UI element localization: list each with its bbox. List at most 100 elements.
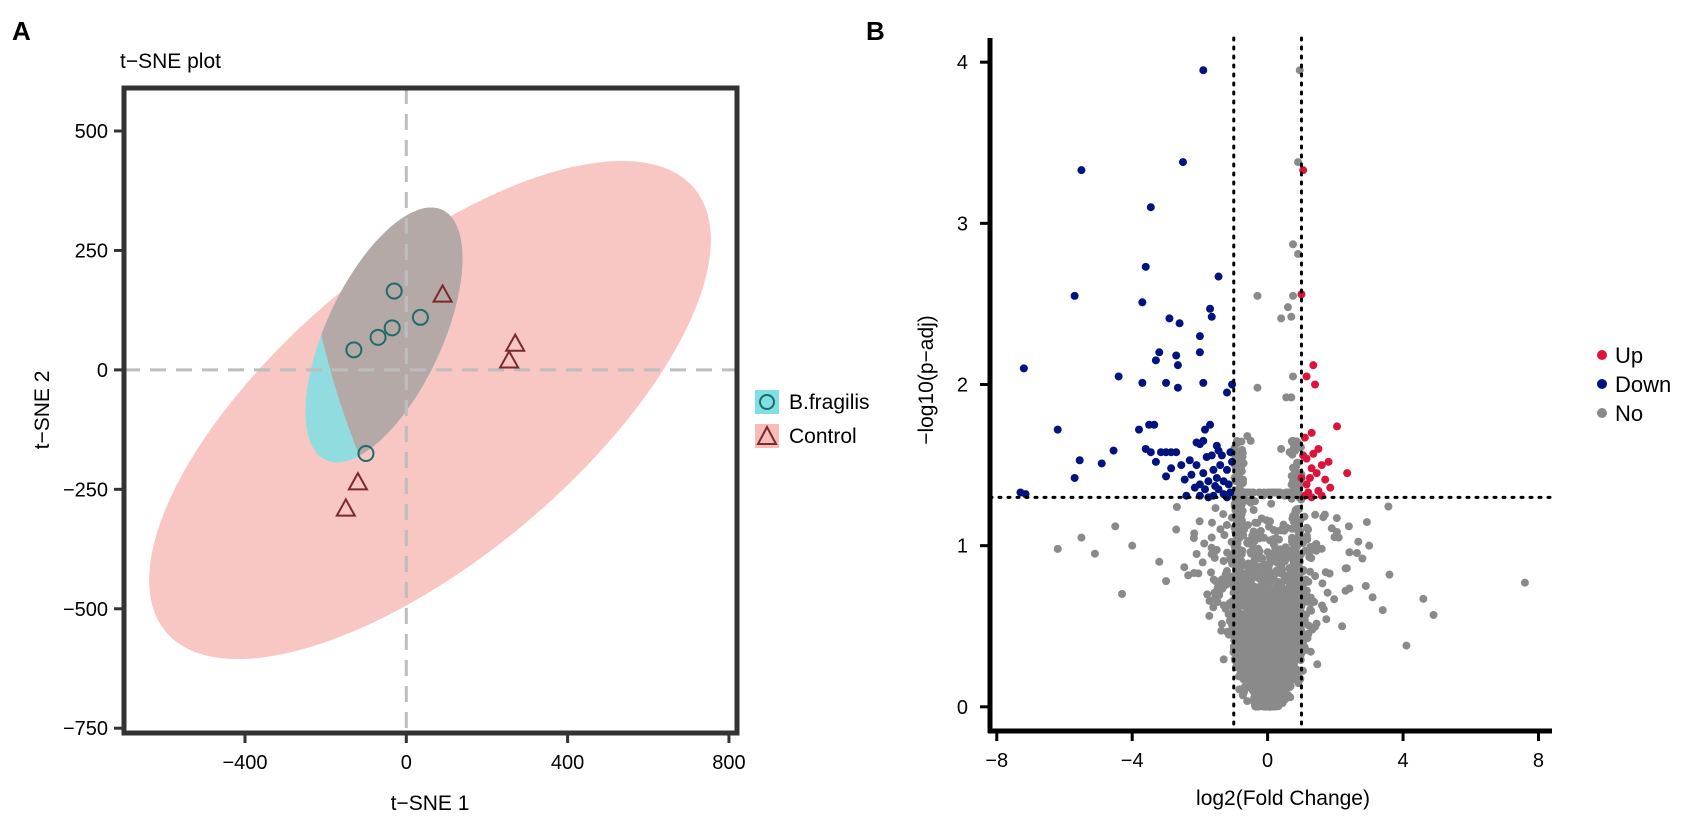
no-point [1332, 514, 1341, 523]
no-point [1242, 683, 1251, 692]
volcano-y-label: −log10(p−adj) [915, 315, 938, 445]
no-point [1281, 675, 1290, 684]
no-point [1267, 569, 1276, 578]
control-ellipse [149, 160, 711, 660]
no-point [1330, 595, 1339, 604]
no-point [1313, 660, 1322, 669]
tsne-x-ticks: −400 0 400 800 [222, 735, 746, 774]
no-point [1290, 605, 1299, 614]
tsne-y-label: t−SNE 2 [31, 371, 54, 450]
down-point [1180, 475, 1189, 484]
volcano-legend: Up Down No [1597, 343, 1671, 426]
no-point [1212, 597, 1221, 605]
no-point [1289, 463, 1297, 472]
tsne-y-ticks: 500 250 0 −250 −500 −750 [63, 121, 122, 740]
no-point [1265, 552, 1274, 561]
down-point [1192, 461, 1201, 470]
no-point [1211, 504, 1220, 513]
up-point [1307, 493, 1316, 502]
no-point [1221, 570, 1230, 579]
no-point [1402, 641, 1411, 650]
x-tick-label: −8 [985, 750, 1008, 772]
down-point [1162, 378, 1171, 387]
tsne-reference-lines [124, 88, 737, 733]
y-tick-label: 250 [75, 240, 108, 262]
no-point [1289, 524, 1298, 533]
x-tick-label: 0 [1262, 750, 1273, 772]
y-tick-label: −750 [63, 718, 108, 740]
legend-dot [1597, 408, 1607, 418]
no-point [1254, 574, 1263, 583]
up-point [1309, 449, 1318, 458]
no-point [1238, 446, 1246, 454]
no-point [1342, 564, 1351, 573]
y-tick-label: 0 [97, 360, 108, 382]
up-point [1302, 372, 1311, 381]
no-point [1222, 580, 1231, 589]
no-point [1243, 664, 1252, 673]
legend-label: Up [1615, 343, 1643, 368]
no-point [1219, 655, 1228, 664]
bfragilis-point [369, 328, 387, 346]
down-point [1077, 166, 1086, 175]
no-point [1247, 549, 1256, 558]
legend-marker [759, 394, 775, 410]
no-point [1358, 554, 1367, 563]
down-point [1150, 420, 1159, 429]
no-point [1235, 547, 1244, 556]
down-point [1204, 477, 1213, 486]
no-point [1292, 595, 1301, 604]
no-point [1219, 510, 1228, 519]
y-tick-label: 0 [957, 697, 968, 719]
up-point [1314, 444, 1323, 453]
no-point [1285, 448, 1294, 457]
down-point [1199, 378, 1208, 387]
down-point [1209, 465, 1218, 474]
no-point [1222, 521, 1231, 529]
down-point [1019, 364, 1028, 373]
no-point [1321, 568, 1330, 577]
no-point [1200, 539, 1209, 548]
up-point [1317, 461, 1326, 470]
down-point [1222, 388, 1231, 397]
x-tick-label: 8 [1533, 750, 1544, 772]
no-point [1239, 531, 1248, 540]
up-point [1307, 464, 1316, 473]
no-point [1273, 645, 1282, 654]
no-point [1236, 498, 1245, 507]
no-point [1291, 511, 1300, 520]
overlap-region [305, 207, 463, 463]
no-point [1195, 517, 1204, 526]
x-tick-label: −4 [1121, 750, 1144, 772]
no-point [1216, 525, 1225, 534]
no-point [1289, 372, 1298, 381]
down-point [1200, 425, 1209, 434]
no-point [1354, 537, 1363, 546]
no-point [1207, 568, 1215, 577]
down-point [1075, 456, 1084, 465]
no-point [1265, 522, 1273, 531]
no-point [1361, 581, 1370, 590]
no-point [1248, 531, 1257, 540]
y-tick-label: 500 [75, 121, 108, 143]
no-point [1155, 557, 1164, 566]
up-point [1311, 380, 1320, 389]
no-point [1276, 526, 1285, 535]
no-point [1284, 591, 1293, 599]
up-point [1305, 473, 1314, 482]
y-tick-label: −250 [63, 479, 108, 501]
no-point [1323, 588, 1332, 597]
down-point [1162, 472, 1171, 481]
no-point [1322, 615, 1331, 624]
no-point [1268, 683, 1277, 692]
down-point [1165, 314, 1174, 323]
legend-swatch [755, 390, 779, 414]
no-point [1180, 563, 1189, 572]
bfragilis-point [411, 308, 429, 326]
no-point [1263, 488, 1272, 497]
no-point [1291, 648, 1300, 657]
no-point [1368, 593, 1377, 602]
no-point [1327, 524, 1336, 533]
no-point [1261, 668, 1270, 677]
no-point [1248, 488, 1257, 497]
